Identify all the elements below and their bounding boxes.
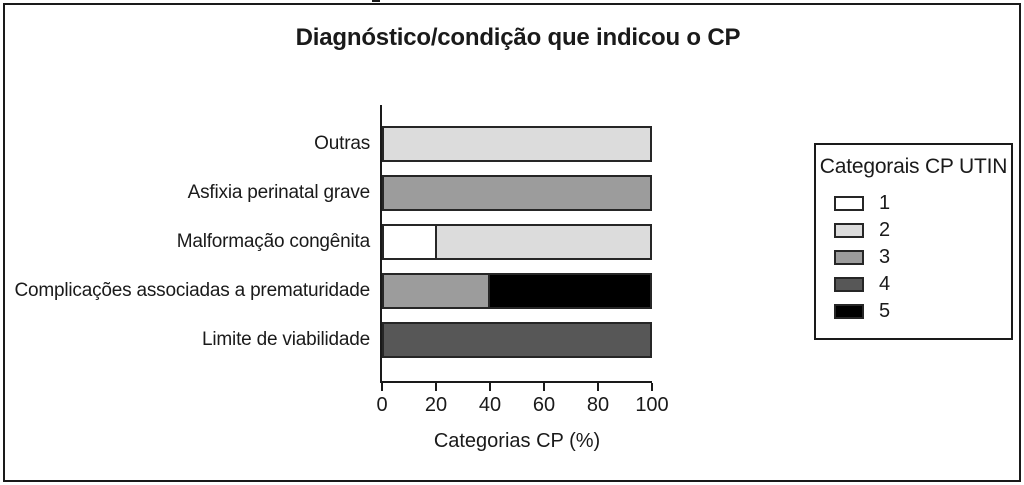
x-axis-title: Categorias CP (%) [433,430,601,452]
stacked-bar-malformacao [382,224,652,260]
bar-segment-category-4 [384,324,650,356]
bar-segment-category-2 [437,226,650,258]
bar-segment-category-1 [384,226,438,258]
legend-items: 1 2 3 4 5 [834,192,1011,322]
category-label-malformacao: Malformação congênita [176,231,370,252]
bar-segment-category-5 [490,275,650,307]
x-axis-tick [381,383,383,391]
x-axis-tick [489,383,491,391]
legend-item-2: 2 [834,219,1011,241]
legend-item-4: 4 [834,273,1011,295]
legend-swatch-category-5 [834,304,864,319]
category-label-asfixia: Asfixia perinatal grave [187,182,371,203]
stacked-bar-outras [382,126,652,162]
x-tick-label: 40 [478,394,502,416]
legend-swatch-category-2 [834,223,864,238]
category-label-outras: Outras [314,133,370,154]
legend-swatch-category-1 [834,196,864,211]
x-tick-label: 20 [424,394,448,416]
legend-item-1: 1 [834,192,1011,214]
y-axis-tick [372,0,380,2]
figure-border [3,3,1021,482]
legend-swatch-category-4 [834,277,864,292]
x-tick-label: 100 [635,394,669,416]
legend: Categorais CP UTIN 1 2 3 4 5 [814,143,1013,340]
stacked-bar-asfixia [382,175,652,211]
legend-swatch-category-3 [834,250,864,265]
legend-item-label: 2 [879,219,891,241]
x-axis-tick [435,383,437,391]
legend-item-label: 5 [879,300,891,322]
x-axis-tick [597,383,599,391]
x-axis-tick-labels: 0 20 40 60 80 100 [376,394,668,418]
x-axis-tick [543,383,545,391]
plot-area [380,105,653,391]
legend-item-5: 5 [834,300,1011,322]
x-tick-label: 80 [586,394,610,416]
bars-container [382,105,652,381]
stacked-bar-complicacoes [382,273,652,309]
bar-segment-category-2 [384,128,650,160]
legend-item-label: 4 [879,273,891,295]
legend-title: Categorais CP UTIN [819,155,1008,178]
x-tick-label: 0 [376,394,388,416]
legend-item-label: 3 [879,246,891,268]
chart-title: Diagnóstico/condição que indicou o CP [295,24,741,51]
category-label-complicacoes: Complicações associadas a prematuridade [14,280,370,301]
legend-item-label: 1 [879,192,891,214]
bar-segment-category-3 [384,275,491,307]
category-label-limite: Limite de viabilidade [202,329,370,350]
x-axis-tick [651,383,653,391]
x-tick-label: 60 [532,394,556,416]
stacked-bar-limite [382,322,652,358]
bar-segment-category-3 [384,177,650,209]
legend-item-3: 3 [834,246,1011,268]
